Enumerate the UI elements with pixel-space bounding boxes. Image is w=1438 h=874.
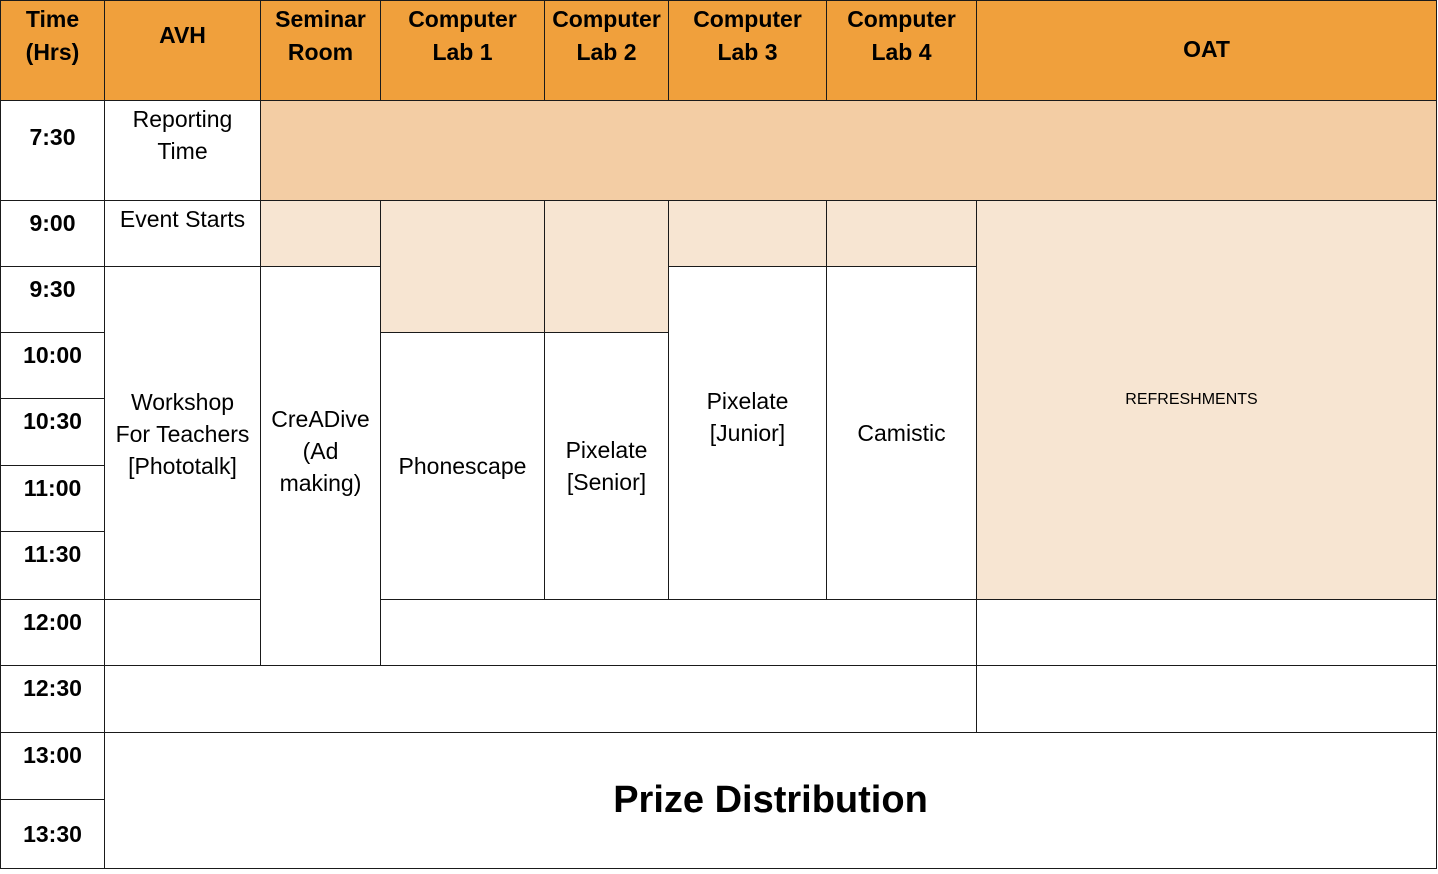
header-avh: AVH xyxy=(104,0,261,101)
empty-cell xyxy=(976,665,1437,733)
event-reporting-time: Reporting Time xyxy=(104,100,261,201)
header-oat: OAT xyxy=(976,0,1437,101)
header-seminar-room: Seminar Room xyxy=(260,0,381,101)
time-slot: 12:00 xyxy=(0,599,105,666)
empty-cell xyxy=(380,599,977,666)
time-slot: 7:30 xyxy=(0,100,105,201)
event-starts: Event Starts xyxy=(104,200,261,267)
time-slot: 12:30 xyxy=(0,665,105,733)
reserved-block xyxy=(260,200,381,267)
event-pixelate-junior: Pixelate [Junior] xyxy=(668,266,827,600)
header-computer-lab-1: Computer Lab 1 xyxy=(380,0,545,101)
event-phonescape: Phonescape xyxy=(380,332,545,600)
event-camistic: Camistic xyxy=(826,266,977,600)
header-computer-lab-3: Computer Lab 3 xyxy=(668,0,827,101)
reserved-block xyxy=(260,100,1437,201)
empty-cell xyxy=(976,599,1437,666)
time-slot: 10:00 xyxy=(0,332,105,399)
time-slot: 13:00 xyxy=(0,732,105,800)
event-prize-distribution: Prize Distribution xyxy=(104,732,1437,869)
empty-cell xyxy=(104,665,977,733)
header-computer-lab-4: Computer Lab 4 xyxy=(826,0,977,101)
reserved-block xyxy=(826,200,977,267)
reserved-block xyxy=(544,200,669,333)
empty-cell xyxy=(104,599,261,666)
header-time: Time (Hrs) xyxy=(0,0,105,101)
event-creadive: CreADive (Ad making) xyxy=(260,266,381,666)
time-slot: 10:30 xyxy=(0,398,105,466)
time-slot: 9:30 xyxy=(0,266,105,333)
header-computer-lab-2: Computer Lab 2 xyxy=(544,0,669,101)
event-pixelate-senior: Pixelate [Senior] xyxy=(544,332,669,600)
time-slot: 9:00 xyxy=(0,200,105,267)
reserved-block xyxy=(380,200,545,333)
event-workshop-for-teachers: Workshop For Teachers [Phototalk] xyxy=(104,266,261,600)
event-refreshments: REFRESHMENTS xyxy=(976,200,1437,600)
reserved-block xyxy=(668,200,827,267)
time-slot: 13:30 xyxy=(0,799,105,869)
time-slot: 11:30 xyxy=(0,531,105,600)
time-slot: 11:00 xyxy=(0,465,105,532)
